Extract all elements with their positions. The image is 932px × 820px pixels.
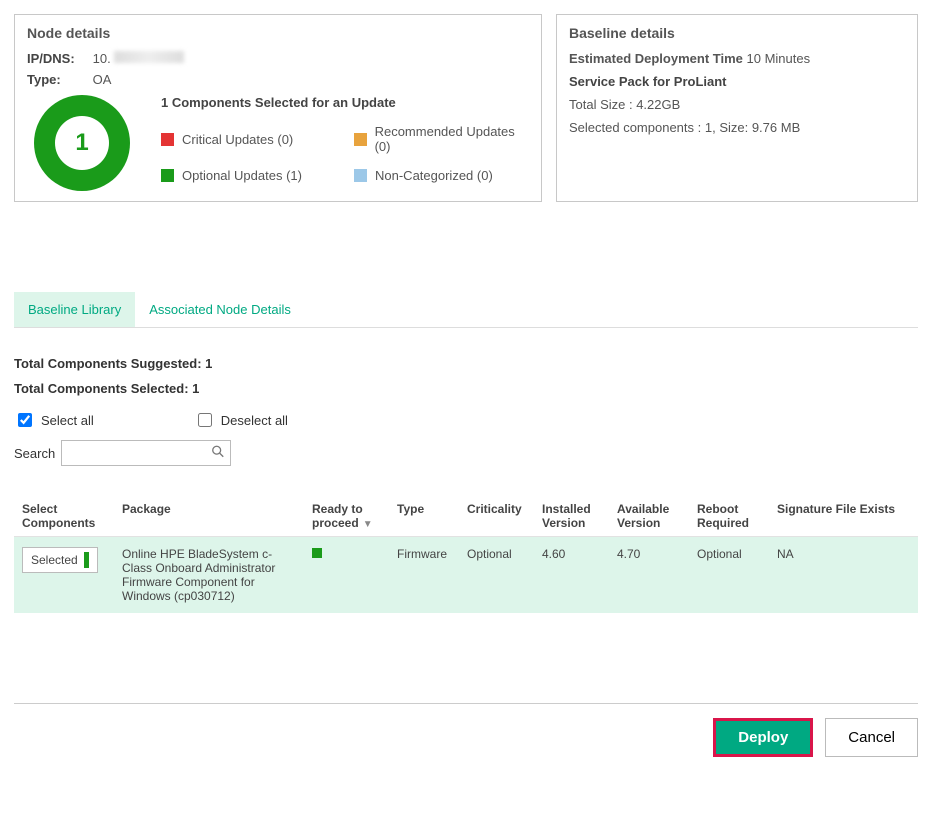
deploy-button[interactable]: Deploy [713, 718, 813, 757]
legend-optional: Optional Updates (1) [161, 168, 336, 183]
footer-actions: Deploy Cancel [14, 703, 918, 757]
th-package[interactable]: Package [114, 496, 304, 537]
search-icon[interactable] [211, 445, 225, 462]
table-row[interactable]: Selected Online HPE BladeSystem c-Class … [14, 537, 918, 614]
baseline-title: Baseline details [569, 25, 905, 41]
swatch-recommended [354, 133, 367, 146]
legend-critical-label: Critical Updates (0) [182, 132, 293, 147]
total-selected: Total Components Selected: 1 [14, 381, 918, 396]
selected-toggle-label: Selected [31, 553, 78, 567]
ip-redacted [114, 51, 184, 63]
legend-noncat: Non-Categorized (0) [354, 168, 529, 183]
th-reboot[interactable]: Reboot Required [689, 496, 769, 537]
ip-label: IP/DNS: [27, 51, 89, 66]
selected-toggle-button[interactable]: Selected [22, 547, 98, 573]
type-value: OA [93, 72, 112, 87]
search-label: Search [14, 446, 55, 461]
th-type[interactable]: Type [389, 496, 459, 537]
legend-recommended: Recommended Updates (0) [354, 124, 529, 154]
th-installed[interactable]: Installed Version [534, 496, 609, 537]
legend-recommended-label: Recommended Updates (0) [375, 124, 529, 154]
ready-indicator-icon [312, 548, 322, 558]
swatch-noncat [354, 169, 367, 182]
cell-reboot: Optional [689, 537, 769, 614]
tab-associated-node-details[interactable]: Associated Node Details [135, 292, 305, 327]
sort-indicator-icon: ▼ [363, 519, 373, 530]
th-available[interactable]: Available Version [609, 496, 689, 537]
selected-bar-icon [84, 552, 89, 568]
selected-components-size: Selected components : 1, Size: 9.76 MB [569, 120, 905, 135]
select-all-wrap[interactable]: Select all [14, 410, 94, 430]
cell-available[interactable]: 4.70 [609, 537, 689, 614]
ip-value: 10. [93, 51, 111, 66]
service-pack: Service Pack for ProLiant [569, 74, 905, 89]
deselect-all-wrap[interactable]: Deselect all [194, 410, 288, 430]
th-criticality[interactable]: Criticality [459, 496, 534, 537]
cell-signature: NA [769, 537, 918, 614]
est-label: Estimated Deployment Time [569, 51, 743, 66]
swatch-optional [161, 169, 174, 182]
th-ready[interactable]: Ready to proceed▼ [304, 496, 389, 537]
baseline-details-panel: Baseline details Estimated Deployment Ti… [556, 14, 918, 202]
node-details-title: Node details [27, 25, 529, 41]
cell-type: Firmware [389, 537, 459, 614]
search-input[interactable] [61, 440, 231, 466]
tab-baseline-library[interactable]: Baseline Library [14, 292, 135, 327]
total-suggested: Total Components Suggested: 1 [14, 356, 918, 371]
type-label: Type: [27, 72, 89, 87]
cancel-button[interactable]: Cancel [825, 718, 918, 757]
total-size: Total Size : 4.22GB [569, 97, 905, 112]
deselect-all-label: Deselect all [221, 413, 288, 428]
node-details-panel: Node details IP/DNS: 10. Type: OA 1 1 Co… [14, 14, 542, 202]
components-selected-heading: 1 Components Selected for an Update [161, 95, 529, 110]
th-signature[interactable]: Signature File Exists [769, 496, 918, 537]
cell-installed: 4.60 [534, 537, 609, 614]
legend-noncat-label: Non-Categorized (0) [375, 168, 493, 183]
th-select[interactable]: Select Components [14, 496, 114, 537]
deselect-all-checkbox[interactable] [198, 413, 212, 427]
select-all-label: Select all [41, 413, 94, 428]
est-value: 10 Minutes [747, 51, 811, 66]
select-all-checkbox[interactable] [18, 413, 32, 427]
legend-optional-label: Optional Updates (1) [182, 168, 302, 183]
swatch-critical [161, 133, 174, 146]
cell-criticality: Optional [459, 537, 534, 614]
tab-bar: Baseline Library Associated Node Details [14, 292, 918, 328]
legend-critical: Critical Updates (0) [161, 124, 336, 154]
donut-count: 1 [75, 129, 88, 157]
components-donut: 1 [34, 95, 130, 191]
components-table: Select Components Package Ready to proce… [14, 496, 918, 613]
cell-package: Online HPE BladeSystem c-Class Onboard A… [114, 537, 304, 614]
